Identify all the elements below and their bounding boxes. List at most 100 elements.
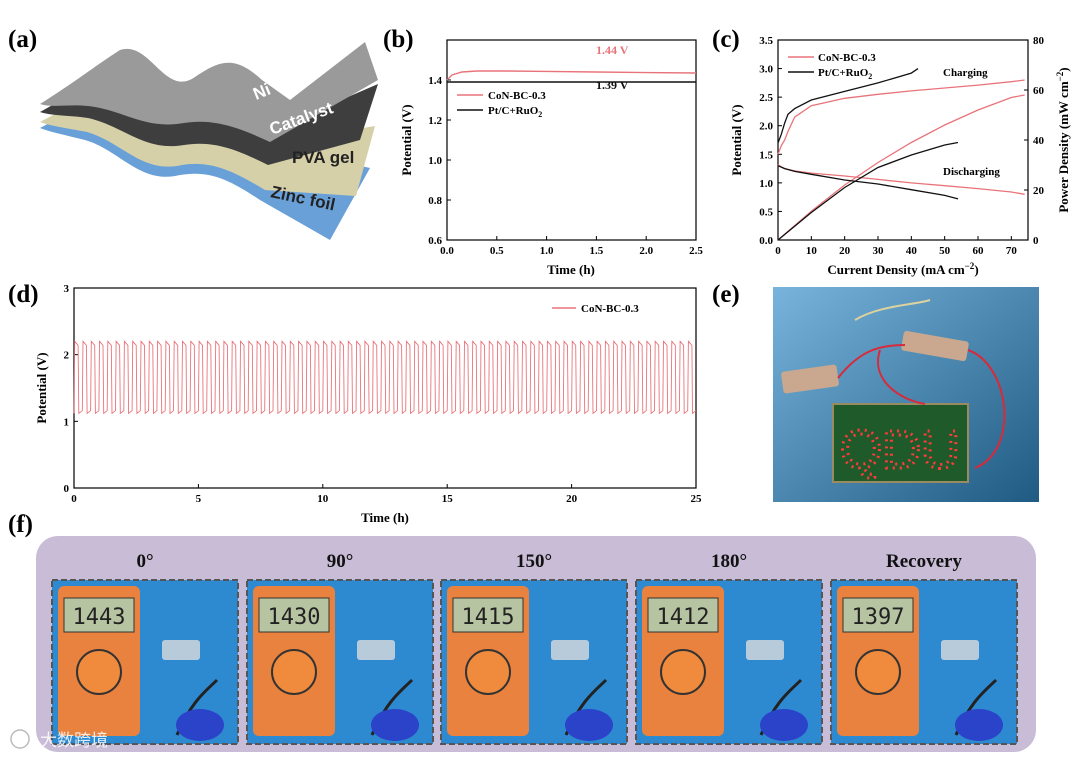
multimeter-dial	[465, 649, 511, 695]
y-tick-label: 1.5	[759, 149, 773, 161]
y2-tick-label: 20	[1033, 185, 1045, 197]
series-line-Pt/C+RuO2-discharge	[777, 165, 959, 200]
watermark: 大数跨境	[10, 729, 108, 751]
x-tick-label: 0.5	[490, 245, 504, 257]
y2-tick-label: 60	[1033, 85, 1045, 97]
multimeter-screen	[452, 597, 524, 633]
glove	[565, 709, 613, 741]
led-letters: QDU	[840, 420, 960, 480]
x-tick-label: 50	[939, 245, 951, 257]
annotation-b-2: 1.39 V	[596, 78, 629, 92]
panel-label-e: (e)	[712, 281, 740, 308]
chart-d: 0 5 10 15 20 25 0 1 2 3 CoN-BC-0.3 Time (h) Poten…	[34, 283, 702, 525]
y-tick-label: 3	[64, 283, 70, 295]
y-tick-label: 1.2	[428, 115, 442, 127]
x-tick-label: 0	[775, 245, 781, 257]
multimeter-dial	[660, 649, 706, 695]
glove	[176, 709, 224, 741]
photo-led-board: QDU	[773, 287, 1039, 502]
battery-sample	[357, 640, 395, 660]
chart-c: 0 10 20 30 40 50 60 70 0.0 0.5 1.0 1.5 2.0 2.5 3.0 3.5 0…	[729, 35, 1071, 277]
angle-label: Recovery	[886, 551, 962, 572]
voltage-reading: 1430	[268, 605, 321, 630]
glove	[955, 709, 1003, 741]
photo-strip: 0° 1443 90° 1430 150° 1415 180° 1412 Recovery 139…	[51, 551, 1018, 745]
y2-axis-label-c: Power Density (mW cm−2)	[1055, 67, 1071, 212]
legend-label-d: CoN-BC-0.3	[581, 303, 639, 315]
x-tick-label: 60	[973, 245, 985, 257]
layer-label-pva-gel: PVA gel	[292, 148, 354, 167]
red-wire-1	[837, 344, 906, 379]
battery-sample	[746, 640, 784, 660]
glove	[760, 709, 808, 741]
y-tick-label: 2	[64, 350, 70, 362]
angle-label: 90°	[327, 551, 354, 572]
ni-foam-layer	[40, 42, 378, 142]
annotation-c-discharging: Discharging	[943, 166, 1000, 178]
y2-tick-label: 0	[1033, 235, 1039, 247]
y-axis-label-d: Potential (V)	[34, 352, 49, 423]
x-axis-label-b: Time (h)	[547, 262, 595, 277]
legend-label-c-pt: Pt/C+RuO2	[818, 67, 872, 81]
battery-1	[781, 364, 839, 394]
multimeter-screen	[63, 597, 135, 633]
y-tick-label: 1.0	[428, 155, 442, 167]
x-tick-label: 70	[1006, 245, 1018, 257]
angle-label: 150°	[516, 551, 552, 572]
y-tick-label: 3.0	[759, 64, 773, 76]
y-tick-label: 1	[64, 416, 70, 428]
battery-2	[901, 330, 969, 362]
y-tick-label: 1.4	[428, 75, 442, 87]
voltage-reading: 1415	[462, 605, 515, 630]
x-tick-label: 2.5	[689, 245, 703, 257]
battery-sample	[941, 640, 979, 660]
y-tick-label: 0.6	[428, 235, 442, 247]
x-tick-label: 30	[873, 245, 885, 257]
y-tick-label: 2.5	[759, 92, 773, 104]
y2-tick-label: 40	[1033, 135, 1045, 147]
x-tick-label: 5	[196, 493, 202, 505]
y-tick-label: 2.0	[759, 121, 773, 133]
y-axis-label-c: Potential (V)	[729, 104, 744, 175]
red-wire-3	[877, 349, 926, 405]
x-tick-label: 1.5	[590, 245, 604, 257]
x-axis-label-c: Current Density (mA cm−2)	[827, 261, 978, 277]
chart-b: 0.0 0.5 1.0 1.5 2.0 2.5 0.6 0.8 1.0 1.2 1.4 CoN-BC…	[399, 39, 703, 277]
x-tick-label: 1.0	[540, 245, 554, 257]
legend-label-c-con: CoN-BC-0.3	[818, 52, 876, 64]
multimeter-screen	[258, 597, 330, 633]
watermark-text: 大数跨境	[40, 731, 108, 751]
legend-label-b-pt: Pt/C+RuO2	[488, 105, 542, 119]
x-tick-label: 40	[906, 245, 918, 257]
series-line-CoN-BC-0.3	[446, 70, 697, 81]
voltage-reading: 1397	[852, 605, 905, 630]
panel-label-f: (f)	[8, 511, 33, 538]
x-tick-label: 20	[839, 245, 851, 257]
x-tick-label: 15	[442, 493, 454, 505]
x-tick-label: 10	[806, 245, 818, 257]
angle-label: 180°	[711, 551, 747, 572]
multimeter-dial	[76, 649, 122, 695]
panel-label-a: (a)	[8, 26, 37, 53]
battery-sample	[162, 640, 200, 660]
panel-label-c: (c)	[712, 26, 740, 53]
x-tick-label: 0	[71, 493, 77, 505]
x-tick-label: 25	[691, 493, 703, 505]
series-line-CoN-BC-0.3-charge	[777, 79, 1025, 155]
annotation-c-charging: Charging	[943, 67, 988, 79]
multimeter-dial	[271, 649, 317, 695]
y-tick-label: 0.8	[428, 195, 442, 207]
y2-tick-label: 80	[1033, 35, 1045, 47]
annotation-b-1: 1.44 V	[596, 43, 629, 57]
panel-label-b: (b)	[383, 26, 414, 53]
y-tick-label: 0.0	[759, 235, 773, 247]
y-tick-label: 0	[64, 483, 70, 495]
watermark-icon	[10, 729, 30, 749]
y-tick-label: 3.5	[759, 35, 773, 47]
panel-label-d: (d)	[8, 281, 39, 308]
y-tick-label: 0.5	[759, 206, 773, 218]
angle-label: 0°	[136, 551, 153, 572]
x-tick-label: 20	[566, 493, 578, 505]
y-tick-label: 1.0	[759, 178, 773, 190]
